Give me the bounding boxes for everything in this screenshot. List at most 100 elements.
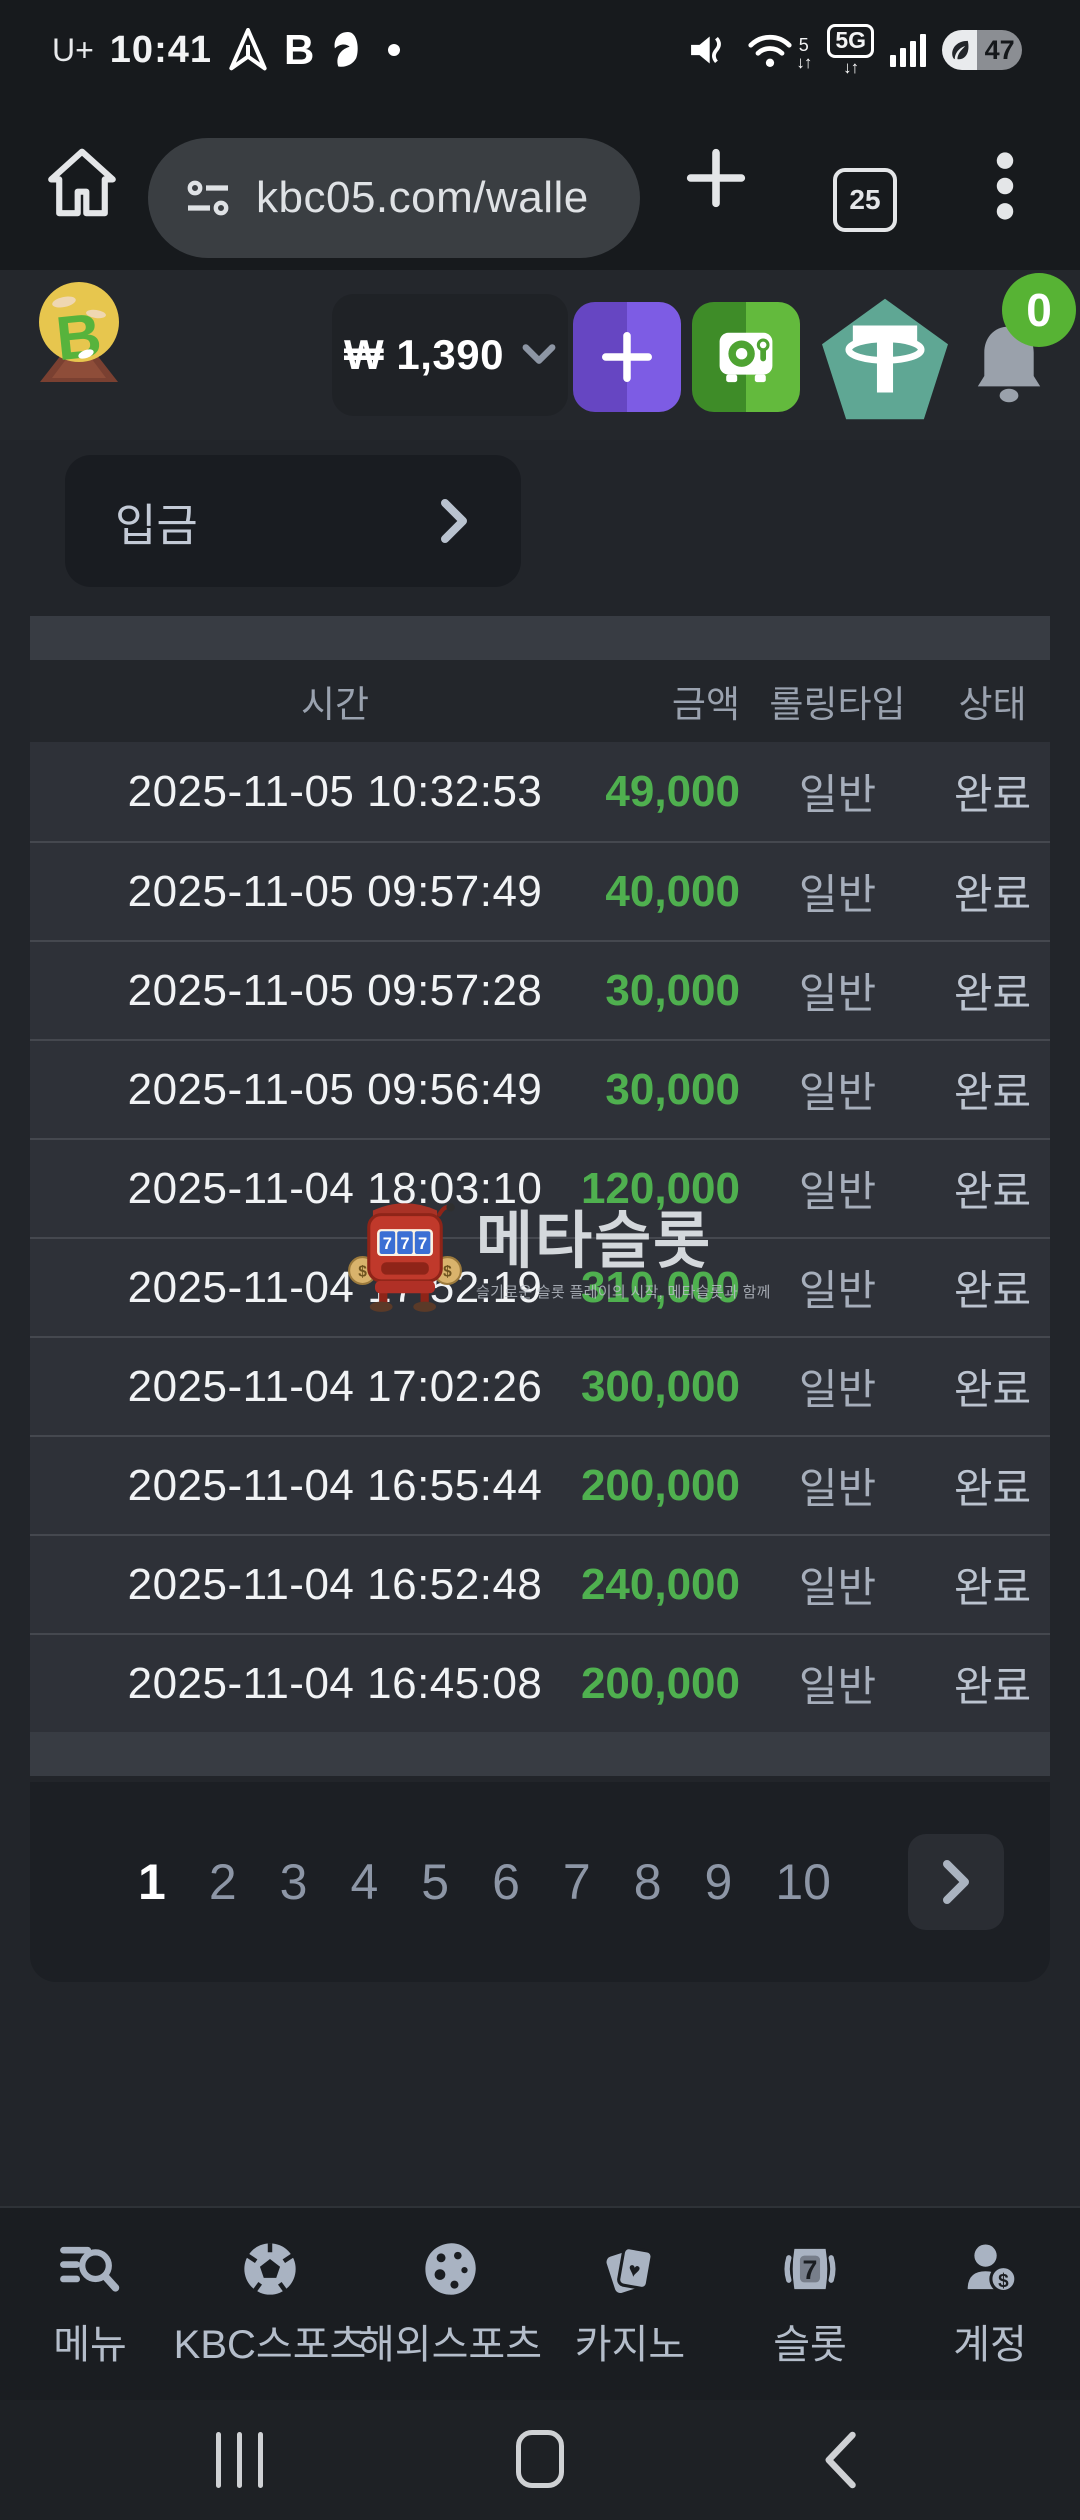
cell-amount: 240,000 bbox=[580, 1559, 740, 1609]
cell-status: 완료 bbox=[953, 1168, 1032, 1215]
cell-amount: 200,000 bbox=[580, 1658, 740, 1708]
cell-status: 완료 bbox=[953, 1267, 1032, 1314]
column-header-status: 상태 bbox=[958, 684, 1027, 725]
cell-time: 2025-11-04 18:03:10 bbox=[127, 1163, 543, 1213]
cell-amount: 40,000 bbox=[605, 866, 740, 916]
table-row: 2025-11-04 17:02:26 300,000 일반 완료 bbox=[30, 1336, 1050, 1435]
carrier-label: U+ bbox=[52, 31, 94, 68]
page-button-8[interactable]: 8 bbox=[633, 1854, 662, 1910]
page-button-5[interactable]: 5 bbox=[421, 1854, 450, 1910]
url-text: kbc05.com/walle bbox=[256, 173, 589, 222]
cell-time: 2025-11-05 09:57:49 bbox=[127, 866, 543, 916]
cell-status: 완료 bbox=[953, 1564, 1032, 1611]
site-logo[interactable]: B bbox=[34, 280, 124, 386]
cell-rolling-type: 일반 bbox=[798, 1069, 877, 1116]
cell-status: 완료 bbox=[953, 771, 1032, 818]
power-saving-leaf-icon bbox=[942, 30, 978, 70]
cell-rolling-type: 일반 bbox=[798, 1168, 877, 1215]
recent-apps-button[interactable] bbox=[216, 2432, 263, 2488]
column-header-rolling-type: 롤링타입 bbox=[769, 684, 906, 725]
browser-menu-button[interactable] bbox=[995, 148, 1015, 224]
column-header-amount: 금액 bbox=[671, 684, 740, 725]
cell-amount: 120,000 bbox=[580, 1163, 740, 1213]
cell-status: 완료 bbox=[953, 1069, 1032, 1116]
cell-time: 2025-11-04 17:02:26 bbox=[127, 1361, 543, 1411]
pagination: 1 2 3 4 5 6 7 8 9 10 bbox=[30, 1782, 1050, 1982]
page-button-10[interactable]: 10 bbox=[775, 1854, 831, 1910]
nav-item-casino[interactable]: ♥ 카지노 bbox=[540, 2208, 720, 2402]
url-bar[interactable]: kbc05.com/walle bbox=[148, 138, 640, 258]
cell-rolling-type: 일반 bbox=[798, 1663, 877, 1710]
cell-time: 2025-11-04 16:45:08 bbox=[127, 1658, 543, 1708]
cell-status: 완료 bbox=[953, 1663, 1032, 1710]
cell-amount: 300,000 bbox=[580, 1361, 740, 1411]
cell-amount: 49,000 bbox=[605, 766, 740, 816]
table-row: 2025-11-05 09:56:49 30,000 일반 완료 bbox=[30, 1039, 1050, 1138]
browser-toolbar: kbc05.com/walle 25 bbox=[0, 100, 1080, 270]
account-dollar-icon: $ bbox=[961, 2240, 1019, 2298]
menu-search-icon bbox=[59, 2240, 121, 2298]
page-button-9[interactable]: 9 bbox=[704, 1854, 733, 1910]
table-row: 2025-11-04 16:52:48 240,000 일반 완료 bbox=[30, 1534, 1050, 1633]
cell-status: 완료 bbox=[953, 1465, 1032, 1512]
next-page-button[interactable] bbox=[908, 1834, 1004, 1930]
site-settings-icon[interactable] bbox=[182, 172, 234, 224]
cell-amount: 30,000 bbox=[605, 965, 740, 1015]
chevron-right-icon bbox=[439, 499, 469, 543]
android-home-button[interactable] bbox=[516, 2430, 564, 2488]
table-row: 2025-11-05 09:57:28 30,000 일반 완료 bbox=[30, 940, 1050, 1039]
balance-dropdown[interactable]: ₩ 1,390 bbox=[332, 294, 568, 416]
bottom-navigation: 메뉴 KBC스포츠 해외스포츠 ♥ 카지노 7 슬롯 $ 계정 bbox=[0, 2206, 1080, 2402]
page-button-7[interactable]: 7 bbox=[562, 1854, 591, 1910]
svg-text:B: B bbox=[53, 301, 105, 374]
cell-status: 완료 bbox=[953, 970, 1032, 1017]
cell-status: 완료 bbox=[953, 1366, 1032, 1413]
svg-text:7: 7 bbox=[803, 2255, 818, 2285]
status-bar: U+ 10:41 B 5 ↓↑ 5G ↓↑ bbox=[0, 0, 1080, 100]
page-button-3[interactable]: 3 bbox=[279, 1854, 308, 1910]
site-header: B ₩ 1,390 bbox=[0, 270, 1080, 440]
cell-time: 2025-11-04 16:55:44 bbox=[127, 1460, 543, 1510]
swirl-notification-icon bbox=[330, 30, 366, 70]
column-header-time: 시간 bbox=[300, 684, 370, 725]
table-scrollbar-track-bottom bbox=[30, 1732, 1050, 1776]
new-tab-button[interactable] bbox=[678, 140, 754, 216]
notification-badge: 0 bbox=[1002, 273, 1076, 347]
cell-rolling-type: 일반 bbox=[798, 970, 877, 1017]
soccer-ball-icon bbox=[241, 2240, 299, 2298]
signal-strength-icon bbox=[890, 33, 926, 67]
cell-time: 2025-11-05 09:56:49 bbox=[127, 1064, 543, 1114]
nav-item-kbc-sports[interactable]: KBC스포츠 bbox=[174, 2208, 366, 2402]
page-button-4[interactable]: 4 bbox=[350, 1854, 379, 1910]
android-back-button[interactable] bbox=[822, 2430, 858, 2490]
page-button-6[interactable]: 6 bbox=[492, 1854, 520, 1910]
tether-button[interactable] bbox=[818, 296, 952, 422]
tab-switcher-button[interactable]: 25 bbox=[833, 168, 897, 232]
nav-item-overseas-sports[interactable]: 해외스포츠 bbox=[358, 2208, 542, 2402]
cell-time: 2025-11-05 10:32:53 bbox=[127, 766, 543, 816]
battery-indicator: 47 bbox=[942, 30, 1022, 70]
page-button-2[interactable]: 2 bbox=[208, 1854, 237, 1910]
cell-time: 2025-11-04 17:52:19 bbox=[127, 1262, 543, 1312]
cell-status: 완료 bbox=[953, 871, 1032, 918]
wifi-arrows: ↓↑ bbox=[796, 53, 812, 72]
table-row: 2025-11-04 17:52:19 310,000 일반 완료 bbox=[30, 1237, 1050, 1336]
deposit-button[interactable]: 입금 bbox=[65, 455, 521, 587]
deposit-plus-button[interactable] bbox=[573, 302, 681, 412]
table-row: 2025-11-04 16:55:44 200,000 일반 완료 bbox=[30, 1435, 1050, 1534]
cell-amount: 310,000 bbox=[580, 1262, 740, 1312]
vault-button[interactable] bbox=[692, 302, 800, 412]
home-button[interactable] bbox=[42, 142, 122, 226]
cell-time: 2025-11-04 16:52:48 bbox=[127, 1559, 543, 1609]
5g-network-icon: 5G ↓↑ bbox=[827, 24, 874, 76]
table-row: 2025-11-05 09:57:49 40,000 일반 완료 bbox=[30, 841, 1050, 940]
cell-rolling-type: 일반 bbox=[798, 871, 877, 918]
page-button-1[interactable]: 1 bbox=[138, 1854, 166, 1910]
navigation-arrow-icon bbox=[228, 28, 268, 72]
cell-amount: 30,000 bbox=[605, 1064, 740, 1114]
nav-item-slots[interactable]: 7 슬롯 bbox=[720, 2208, 900, 2402]
nav-item-account[interactable]: $ 계정 bbox=[900, 2208, 1080, 2402]
table-row: 2025-11-04 18:03:10 120,000 일반 완료 bbox=[30, 1138, 1050, 1237]
cell-rolling-type: 일반 bbox=[798, 1465, 877, 1512]
nav-item-menu[interactable]: 메뉴 bbox=[0, 2208, 180, 2402]
